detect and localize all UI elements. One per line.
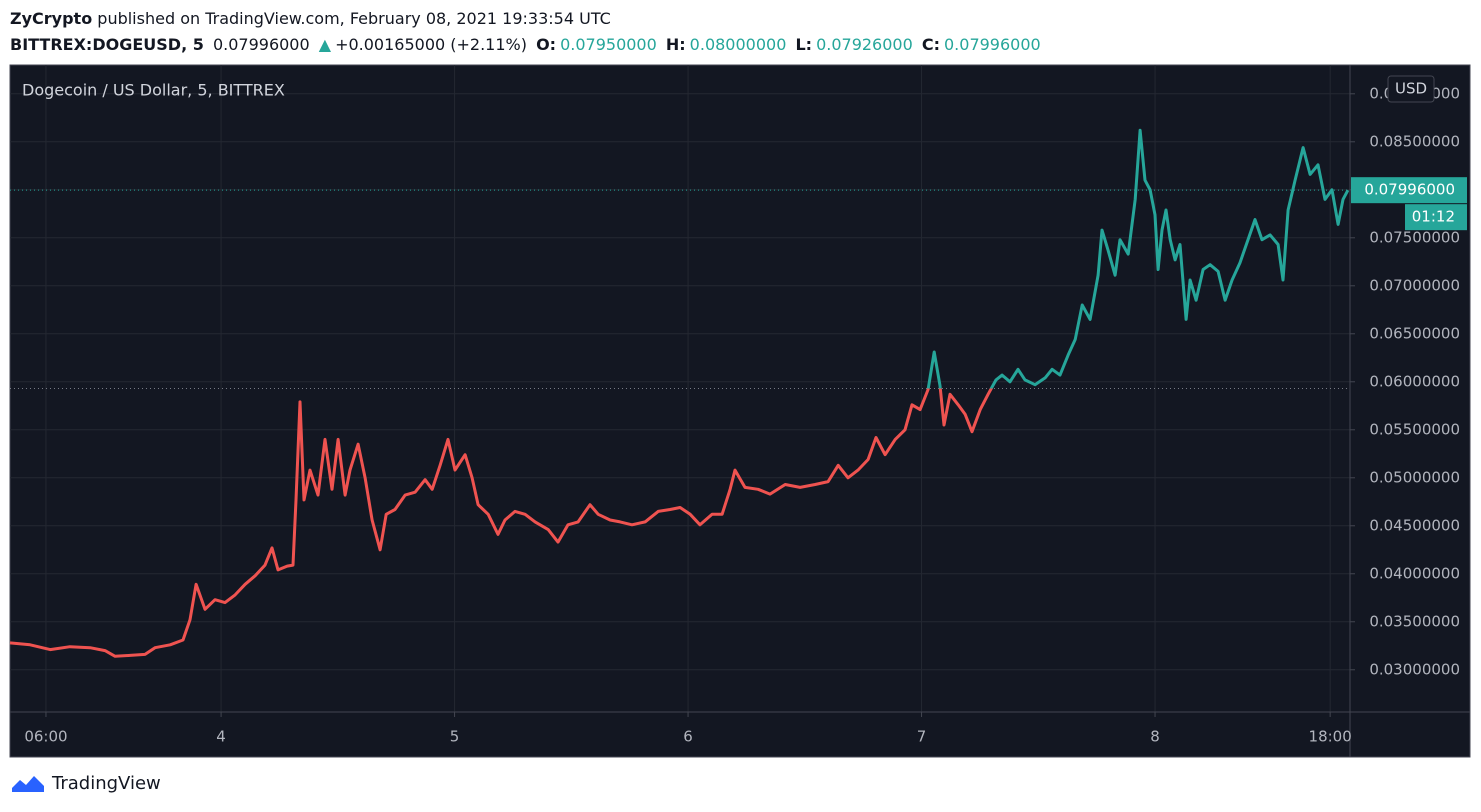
ohlc-label: C:: [921, 35, 940, 54]
last-price-box: [1351, 177, 1467, 204]
x-tick-label: 8: [1150, 728, 1160, 746]
y-tick-label: 0.04500000: [1369, 516, 1460, 534]
ohlc-value: 0.07996000: [944, 35, 1041, 54]
last-price-label: 0.07996000: [1364, 181, 1455, 199]
y-tick-label: 0.06000000: [1369, 372, 1460, 390]
arrow: ▲: [318, 35, 332, 54]
y-tick-label: 0.08500000: [1369, 132, 1460, 150]
footer: TradingView: [10, 772, 161, 794]
unit-badge: [1387, 75, 1435, 103]
price-line: [9, 128, 1350, 658]
ohlc-value: 0.08000000: [689, 35, 787, 54]
ohlc-label: O:: [536, 35, 557, 54]
y-tick-label: 0.03500000: [1369, 612, 1460, 630]
author: ZyCrypto: [10, 9, 93, 28]
x-tick-label: 7: [917, 728, 927, 746]
y-tick-label: 0.03000000: [1369, 660, 1460, 678]
brand: TradingView: [52, 772, 161, 794]
ohlc-label: H:: [665, 35, 686, 54]
countdown: 01:12: [1412, 208, 1455, 226]
y-tick-label: 0.07500000: [1369, 228, 1460, 246]
ohlc-value: 0.07950000: [560, 35, 657, 54]
unit-label: USD: [1395, 80, 1427, 98]
last: 0.07996000: [212, 35, 310, 54]
y-tick-label: 0.05500000: [1369, 420, 1460, 438]
published: published on TradingView.com, February 0…: [97, 9, 611, 28]
x-tick-label: 6: [683, 728, 693, 746]
ohlc-value: 0.07926000: [816, 35, 913, 54]
y-tick-label: 0.04000000: [1369, 564, 1460, 582]
countdown-box: [1405, 204, 1467, 231]
y-tick-label: 0.07000000: [1369, 276, 1460, 294]
chart: Dogecoin / US Dollar, 5, BITTREX 0.03000…: [9, 64, 1471, 758]
change: +0.00165000 (+2.11%): [335, 35, 527, 54]
chart-title: Dogecoin / US Dollar, 5, BITTREX: [22, 81, 285, 100]
header: ZyCrypto published on TradingView.com, F…: [10, 6, 1045, 58]
chart-panel: [9, 64, 1471, 758]
x-tick-label: 4: [216, 728, 226, 746]
symbol: BITTREX:DOGEUSD, 5: [10, 35, 204, 54]
x-tick-label: 06:00: [24, 728, 67, 746]
y-tick-label: 0.06500000: [1369, 324, 1460, 342]
ohlc-label: L:: [795, 35, 813, 54]
y-tick-label: 0.05000000: [1369, 468, 1460, 486]
x-tick-label: 5: [450, 728, 460, 746]
logo: [12, 776, 44, 792]
x-tick-label: 18:00: [1309, 728, 1352, 746]
